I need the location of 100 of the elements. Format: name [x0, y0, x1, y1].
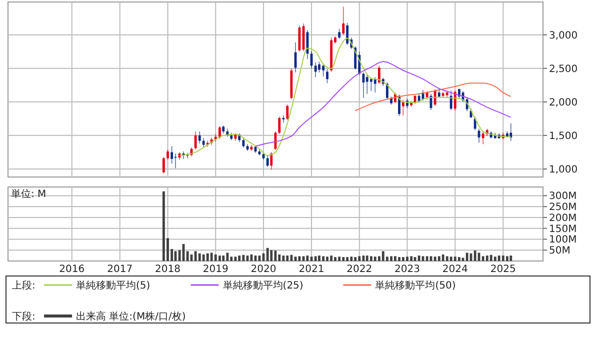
candlestick	[282, 114, 285, 124]
bar	[426, 256, 428, 261]
bar	[402, 257, 404, 261]
bar	[342, 257, 345, 261]
candlestick	[366, 74, 368, 94]
x-tick-label: 2022	[346, 264, 372, 275]
bar	[462, 258, 464, 261]
candlestick	[402, 99, 404, 116]
bar	[274, 250, 277, 261]
bar	[218, 256, 221, 261]
candlestick	[306, 30, 309, 60]
y-tick-label: 300M	[549, 191, 577, 202]
bar	[370, 256, 372, 261]
bar	[334, 257, 336, 261]
candlestick	[322, 63, 325, 77]
annotation: 単位: M	[11, 188, 46, 200]
candlestick	[346, 22, 349, 46]
candlestick	[398, 94, 400, 116]
x-tick-label: 2020	[250, 264, 276, 275]
bar	[366, 256, 368, 261]
bar	[346, 257, 349, 261]
bar	[338, 256, 341, 261]
candlestick	[270, 152, 273, 170]
bar	[206, 253, 209, 261]
bar	[446, 256, 448, 261]
candlestick	[202, 138, 205, 148]
bar	[242, 254, 245, 261]
bar	[502, 256, 504, 261]
bar	[258, 256, 261, 261]
bar	[286, 256, 289, 261]
bar	[222, 256, 225, 261]
bar	[490, 254, 492, 261]
bar	[486, 256, 488, 261]
candlestick	[286, 104, 289, 120]
bar	[510, 256, 512, 261]
candlestick	[474, 116, 476, 130]
bar	[398, 257, 400, 261]
candlestick	[274, 131, 277, 151]
bar	[322, 256, 325, 261]
bar	[466, 252, 468, 261]
bar	[350, 256, 353, 261]
bar	[238, 256, 241, 261]
x-tick-label: 2016	[59, 264, 85, 275]
bar	[318, 256, 320, 261]
legend-title: 下段:	[12, 310, 36, 322]
y-tick-label: 250M	[549, 202, 577, 214]
bar	[434, 256, 436, 261]
y-tick-label: 150M	[549, 224, 577, 235]
bar	[406, 256, 408, 261]
bar	[458, 257, 460, 261]
bar	[362, 256, 365, 261]
bar	[354, 257, 357, 261]
y-tick-label: 1,500	[549, 130, 578, 142]
bar	[198, 253, 201, 261]
y-tick-label: 2,000	[549, 97, 578, 108]
candlestick	[266, 155, 269, 168]
bar	[162, 191, 165, 261]
bar	[330, 256, 333, 261]
candlestick	[362, 72, 365, 98]
bar	[250, 254, 253, 261]
y-tick-label: 3,000	[549, 30, 578, 42]
candlestick	[378, 65, 380, 84]
bar	[314, 256, 317, 261]
candlestick	[450, 90, 452, 110]
candlestick	[314, 62, 317, 78]
bar	[358, 256, 361, 261]
line-series	[354, 82, 512, 112]
bar	[202, 254, 205, 261]
candlestick	[510, 122, 512, 142]
candlestick	[218, 126, 221, 140]
bar	[234, 256, 237, 261]
bar	[306, 256, 309, 261]
bar	[374, 256, 376, 261]
x-tick-label: 2025	[490, 264, 516, 275]
candlestick	[170, 146, 174, 164]
bar	[298, 256, 301, 261]
bar	[266, 248, 269, 261]
bar	[282, 256, 285, 261]
bar	[278, 254, 281, 261]
candlestick	[326, 68, 328, 84]
candlestick	[434, 88, 436, 106]
x-tick-label: 2021	[298, 264, 324, 275]
bar	[186, 251, 189, 261]
legend-label: 単純移動平均(50)	[375, 280, 456, 292]
bar	[418, 256, 420, 261]
x-tick-label: 2023	[394, 264, 420, 275]
bar	[226, 252, 229, 261]
candlestick	[166, 149, 169, 160]
bar	[230, 256, 233, 261]
candlestick	[418, 92, 420, 103]
candlestick	[342, 6, 345, 36]
bar	[326, 256, 328, 261]
bar	[410, 256, 413, 261]
bar	[494, 256, 496, 261]
bar	[474, 250, 476, 261]
candlestick	[162, 156, 165, 174]
y-tick-label: 200M	[549, 212, 577, 224]
legend-label: 単純移動平均(5)	[76, 280, 150, 292]
legend-label: 単純移動平均(25)	[222, 280, 304, 292]
bar	[210, 252, 213, 261]
